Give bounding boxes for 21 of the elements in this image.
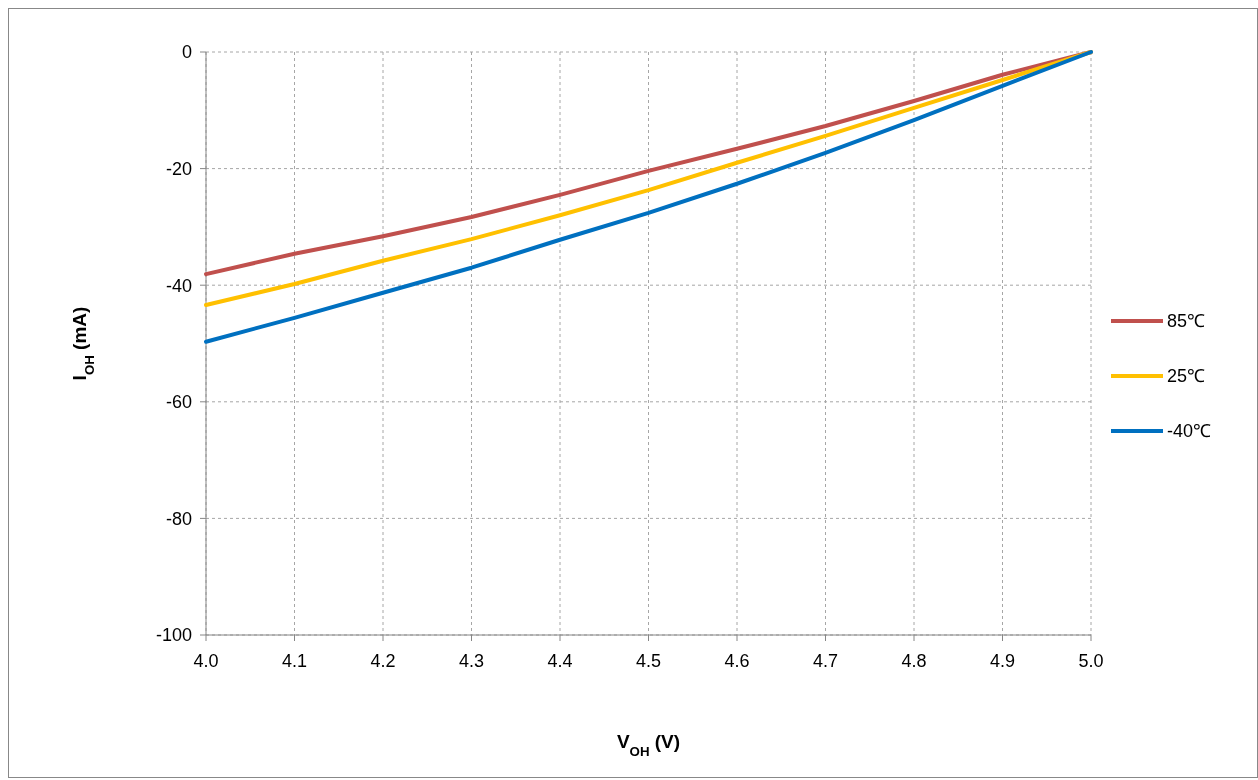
- x-tick-label: 4.8: [901, 651, 927, 671]
- x-tick-label: 5.0: [1078, 651, 1104, 671]
- legend-label: -40℃: [1167, 421, 1212, 442]
- x-tick-label: 4.4: [547, 651, 573, 671]
- x-tick-label: 4.5: [635, 651, 662, 671]
- x-tick-label: 4.9: [989, 651, 1016, 671]
- y-tick-label: -40: [165, 275, 192, 296]
- legend-label: 85℃: [1167, 311, 1206, 332]
- x-axis-title: V$_{OH}$ (V): [616, 731, 681, 759]
- y-tick-label: -60: [165, 392, 192, 413]
- x-tick-label: 4.0: [193, 651, 219, 671]
- y-tick-label: -80: [165, 508, 192, 529]
- x-tick-label: 4.1: [281, 651, 308, 671]
- x-tick-label: 4.7: [812, 651, 839, 671]
- x-tick-label: 4.2: [370, 651, 396, 671]
- y-tick-label: -100: [155, 625, 192, 646]
- x-tick-label: 4.3: [458, 651, 485, 671]
- y-tick-label: 0: [181, 42, 192, 63]
- legend-label: 25℃: [1167, 366, 1206, 387]
- x-tick-label: 4.6: [724, 651, 750, 671]
- y-tick-label: -20: [165, 158, 192, 179]
